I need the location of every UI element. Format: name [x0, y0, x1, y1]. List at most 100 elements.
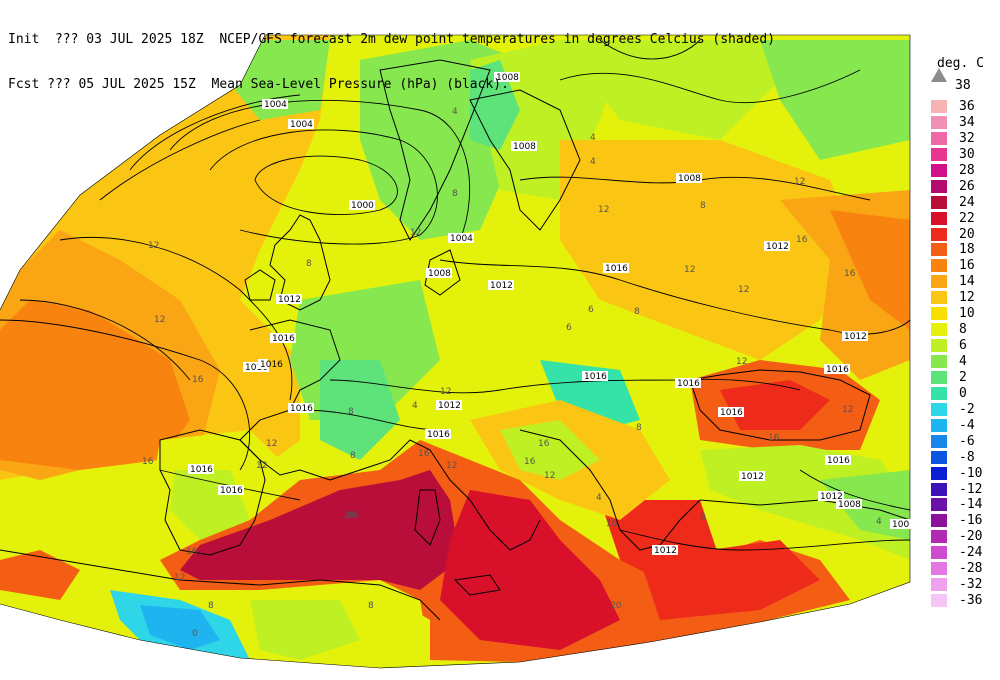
legend-label: -36: [959, 593, 983, 609]
svg-text:1004: 1004: [290, 120, 313, 130]
isobar-label: 1016: [718, 407, 744, 418]
isobar-label: 1016: [188, 464, 214, 475]
legend-swatch: [931, 418, 947, 432]
legend-label: 24: [959, 194, 975, 210]
dewpoint-label: 16: [142, 457, 154, 467]
dewpoint-label: 4: [590, 133, 596, 143]
legend-swatch: [931, 355, 947, 368]
isobar-label: 1012: [488, 280, 514, 291]
domain-border: [0, 34, 911, 669]
legend-swatch: [931, 115, 947, 129]
svg-text:1012: 1012: [766, 242, 789, 252]
isobar-label: 1012: [739, 471, 765, 482]
legend-swatch: [931, 131, 947, 145]
legend-label: 2: [959, 369, 967, 385]
legend-swatch: [931, 482, 947, 496]
legend-swatch: [931, 514, 947, 528]
isobar-label: 1016: [824, 364, 850, 375]
isobar-label: 1016: [675, 378, 701, 389]
legend-label: -32: [959, 577, 983, 593]
isobar-label: 1016: [288, 403, 314, 414]
legend-swatch: [931, 179, 947, 193]
isobar-label: 1012: [436, 400, 462, 411]
legend-label: 10: [959, 306, 975, 322]
dewpoint-label: 12: [174, 573, 185, 583]
legend-label: 12: [959, 290, 975, 306]
isobar-label: 1016: [582, 371, 608, 382]
svg-text:1016: 1016: [827, 456, 850, 466]
isobar-label: 1004: [262, 99, 288, 110]
dewpoint-label: 12: [446, 461, 457, 471]
dewpoint-label: 4: [264, 33, 270, 43]
dewpoint-label: 6: [588, 305, 594, 315]
svg-text:1004: 1004: [264, 100, 287, 110]
legend-label: 14: [959, 274, 975, 290]
dewpoint-label: 16: [186, 547, 198, 557]
dewpoint-label: 16: [844, 269, 856, 279]
legend-label: -24: [959, 545, 983, 561]
legend-swatch: [931, 259, 947, 273]
legend-swatch: [931, 370, 947, 384]
legend-swatch: [931, 275, 947, 289]
svg-text:1012: 1012: [278, 295, 301, 305]
product-title: NCEP/GFS forecast 2m dew point temperatu…: [219, 32, 776, 47]
coastlines: [0, 59, 911, 621]
legend-swatch: [931, 450, 947, 464]
legend-label: -2: [959, 401, 975, 417]
legend-swatch: [931, 211, 947, 225]
dewpoint-label: 12: [738, 285, 749, 295]
svg-text:1016: 1016: [220, 486, 243, 496]
legend-swatch: [931, 594, 947, 608]
isobar-label: 1016: [218, 485, 244, 496]
legend-label: -16: [959, 513, 983, 529]
isobar-label: 1008: [836, 499, 862, 510]
legend-label: 16: [959, 258, 975, 274]
legend-label: 28: [959, 162, 975, 178]
dewpoint-label: 12: [736, 357, 747, 367]
dewpoint-label: 12: [148, 241, 159, 251]
dewpoint-label: 12: [154, 315, 165, 325]
map-header: Init ??? 03 JUL 2025 18Z NCEP/GFS foreca…: [8, 2, 775, 107]
dewpoint-label: 4: [596, 493, 602, 503]
dewpoint-label: 16: [768, 433, 780, 443]
legend-label: 36: [959, 99, 975, 114]
legend-label: -8: [959, 449, 975, 465]
svg-text:1016: 1016: [272, 334, 295, 344]
dewpoint-label: 12: [794, 177, 805, 187]
dewpoint-label: 20: [344, 511, 356, 521]
isobar-label: 1000: [349, 200, 375, 211]
dewpoint-label: 4: [412, 401, 418, 411]
dewpoint-label: 12: [410, 228, 421, 238]
legend-top-label: 38: [955, 78, 971, 93]
dewpoint-label: 8: [208, 601, 214, 611]
legend-label: 18: [959, 242, 975, 258]
svg-text:100: 100: [892, 520, 909, 530]
legend-swatch: [931, 546, 947, 560]
legend-swatch: [931, 147, 947, 161]
dewpoint-label: 8: [700, 201, 706, 211]
legend-label: 20: [959, 226, 975, 242]
dewpoint-label: 20: [610, 601, 622, 611]
isobar-label: 1008: [511, 141, 537, 152]
legend-swatch: [931, 323, 947, 337]
svg-text:1012: 1012: [844, 332, 867, 342]
isobar-label: 1016: [258, 359, 283, 370]
legend-swatch: [931, 562, 947, 576]
legend-label: 32: [959, 130, 975, 146]
legend-swatch: [931, 466, 947, 480]
legend-label: 4: [959, 354, 967, 369]
dewpoint-label: 8: [350, 451, 356, 461]
svg-text:1012: 1012: [490, 281, 513, 291]
legend-label: -6: [959, 433, 975, 449]
isobar-label: 1012: [652, 545, 678, 556]
svg-text:1016: 1016: [427, 430, 450, 440]
dewpoint-label: 16: [192, 375, 204, 385]
svg-text:1012: 1012: [654, 546, 677, 556]
legend-label: 6: [959, 338, 967, 354]
dewpoint-label: 12: [684, 265, 695, 275]
legend-swatch: [931, 227, 947, 241]
legend-swatch: [931, 291, 947, 305]
product-subtitle: Mean Sea-Level Pressure (hPa) (black).: [211, 77, 509, 92]
legend-label: 34: [959, 114, 975, 130]
legend-label: 8: [959, 322, 967, 338]
